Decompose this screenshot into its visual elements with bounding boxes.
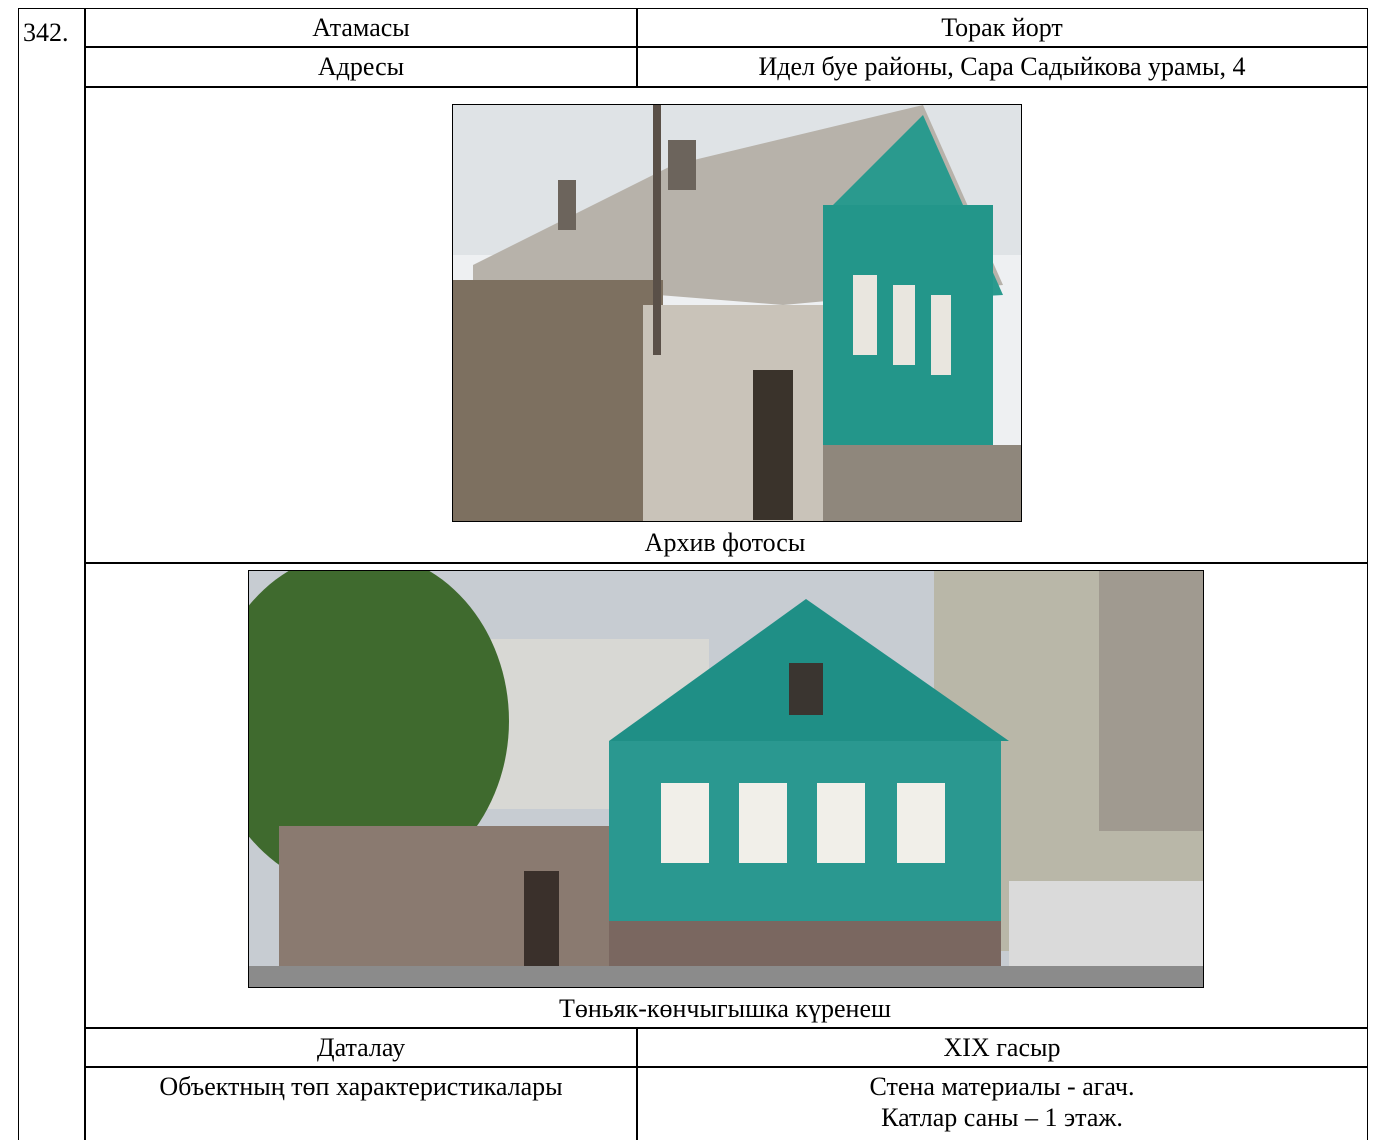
- photo-caption: Архив фотосы: [644, 528, 806, 557]
- row-label: Даталау: [84, 1027, 638, 1068]
- text-line: Стена материалы - агач.: [869, 1072, 1135, 1101]
- photo-cell: [84, 562, 1368, 1029]
- row-label: Объектның төп характеристикалары: [84, 1066, 638, 1140]
- row-value: XIX гасыр: [636, 1027, 1368, 1068]
- row-value: Идел буе районы, Сара Садыйкова урамы, 4: [636, 46, 1368, 88]
- row-label: Адресы: [84, 46, 638, 88]
- text-line: Катлар саны – 1 этаж.: [881, 1103, 1123, 1133]
- row-label: Атамасы: [84, 8, 638, 48]
- photo-caption: Төньяк-көнчыгышка күренеш: [558, 994, 892, 1023]
- archive-photo: [452, 104, 1022, 522]
- current-photo: [248, 570, 1204, 988]
- row-value: Стена материалы - агач. Катлар саны – 1 …: [636, 1066, 1368, 1140]
- photo-cell: [84, 86, 1368, 564]
- entry-number: 342.: [18, 8, 86, 1140]
- row-value: Торак йорт: [636, 8, 1368, 48]
